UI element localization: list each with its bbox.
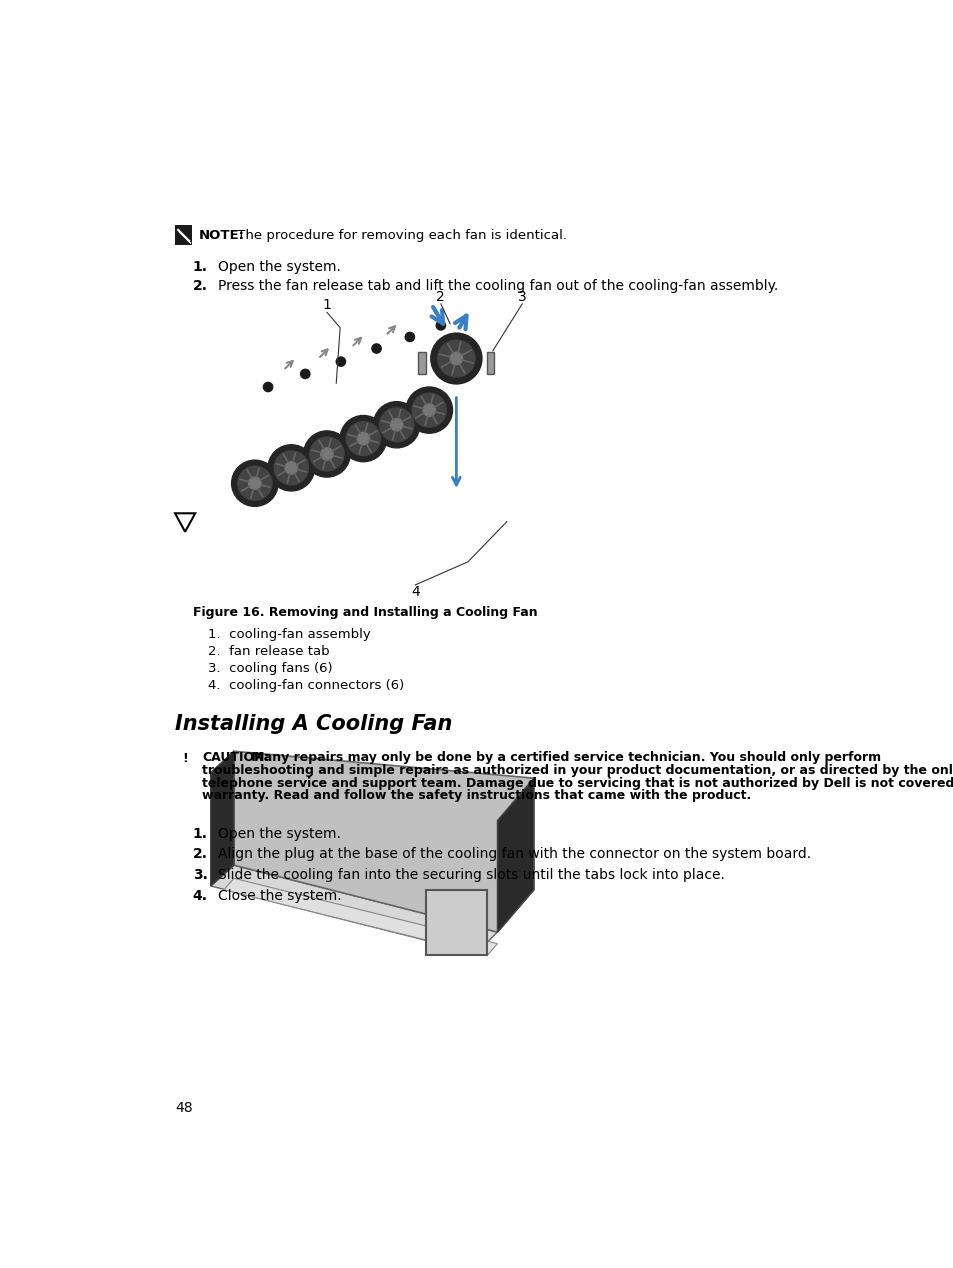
Circle shape — [346, 422, 380, 455]
Circle shape — [268, 445, 314, 491]
Text: Installing A Cooling Fan: Installing A Cooling Fan — [174, 714, 452, 734]
Text: Slide the cooling fan into the securing slots until the tabs lock into place.: Slide the cooling fan into the securing … — [218, 869, 724, 883]
Text: 1: 1 — [322, 298, 331, 312]
Circle shape — [431, 333, 481, 384]
Text: 1.: 1. — [193, 827, 208, 841]
Text: Press the fan release tab and lift the cooling fan out of the cooling-fan assemb: Press the fan release tab and lift the c… — [218, 279, 778, 293]
Text: 1.: 1. — [193, 260, 208, 274]
Text: 3.  cooling fans (6): 3. cooling fans (6) — [208, 662, 333, 675]
Polygon shape — [211, 751, 233, 886]
Circle shape — [422, 404, 435, 416]
Polygon shape — [233, 751, 534, 932]
Circle shape — [335, 358, 345, 366]
Text: 48: 48 — [174, 1101, 193, 1115]
FancyBboxPatch shape — [174, 226, 192, 245]
Text: 1.  cooling-fan assembly: 1. cooling-fan assembly — [208, 628, 371, 642]
Circle shape — [320, 448, 333, 460]
Polygon shape — [426, 890, 486, 955]
Text: The procedure for removing each fan is identical.: The procedure for removing each fan is i… — [233, 228, 567, 242]
FancyBboxPatch shape — [418, 353, 426, 374]
Circle shape — [373, 402, 419, 448]
Circle shape — [310, 437, 344, 470]
Text: Many repairs may only be done by a certified service technician. You should only: Many repairs may only be done by a certi… — [247, 751, 881, 765]
Circle shape — [436, 321, 445, 330]
Circle shape — [405, 332, 415, 341]
Circle shape — [285, 462, 297, 474]
Polygon shape — [211, 865, 497, 954]
Text: 2.  fan release tab: 2. fan release tab — [208, 645, 330, 658]
Circle shape — [406, 387, 452, 434]
Text: Align the plug at the base of the cooling fan with the connector on the system b: Align the plug at the base of the coolin… — [218, 847, 811, 861]
Polygon shape — [211, 751, 233, 886]
Text: 4.: 4. — [193, 889, 208, 903]
Circle shape — [300, 369, 310, 379]
Circle shape — [340, 416, 386, 462]
Circle shape — [412, 393, 446, 427]
Circle shape — [450, 353, 462, 365]
Text: !: ! — [182, 752, 188, 766]
Circle shape — [237, 467, 272, 500]
Text: 3: 3 — [517, 290, 526, 304]
Circle shape — [379, 408, 414, 441]
Circle shape — [249, 477, 261, 489]
Text: 4.  cooling-fan connectors (6): 4. cooling-fan connectors (6) — [208, 678, 404, 692]
Text: Figure 16. Removing and Installing a Cooling Fan: Figure 16. Removing and Installing a Coo… — [193, 606, 537, 620]
FancyBboxPatch shape — [486, 353, 494, 374]
Text: 3.: 3. — [193, 869, 208, 883]
Text: Open the system.: Open the system. — [218, 827, 341, 841]
Circle shape — [356, 432, 369, 445]
Circle shape — [263, 383, 273, 392]
Circle shape — [274, 451, 308, 484]
Circle shape — [437, 340, 475, 377]
Text: telephone service and support team. Damage due to servicing that is not authoriz: telephone service and support team. Dama… — [202, 776, 953, 790]
Text: 2: 2 — [436, 290, 445, 304]
Polygon shape — [497, 779, 534, 932]
Circle shape — [232, 460, 278, 506]
Text: warranty. Read and follow the safety instructions that came with the product.: warranty. Read and follow the safety ins… — [202, 790, 751, 803]
Text: 4: 4 — [411, 585, 419, 598]
Text: 2.: 2. — [193, 279, 208, 293]
Text: NOTE:: NOTE: — [198, 228, 244, 242]
Text: Open the system.: Open the system. — [218, 260, 341, 274]
Text: 2.: 2. — [193, 847, 208, 861]
Polygon shape — [224, 879, 497, 955]
Circle shape — [303, 431, 350, 477]
Text: troubleshooting and simple repairs as authorized in your product documentation, : troubleshooting and simple repairs as au… — [202, 763, 953, 777]
Text: Close the system.: Close the system. — [218, 889, 342, 903]
Circle shape — [372, 344, 381, 353]
Circle shape — [390, 418, 402, 431]
Text: CAUTION:: CAUTION: — [202, 751, 270, 765]
